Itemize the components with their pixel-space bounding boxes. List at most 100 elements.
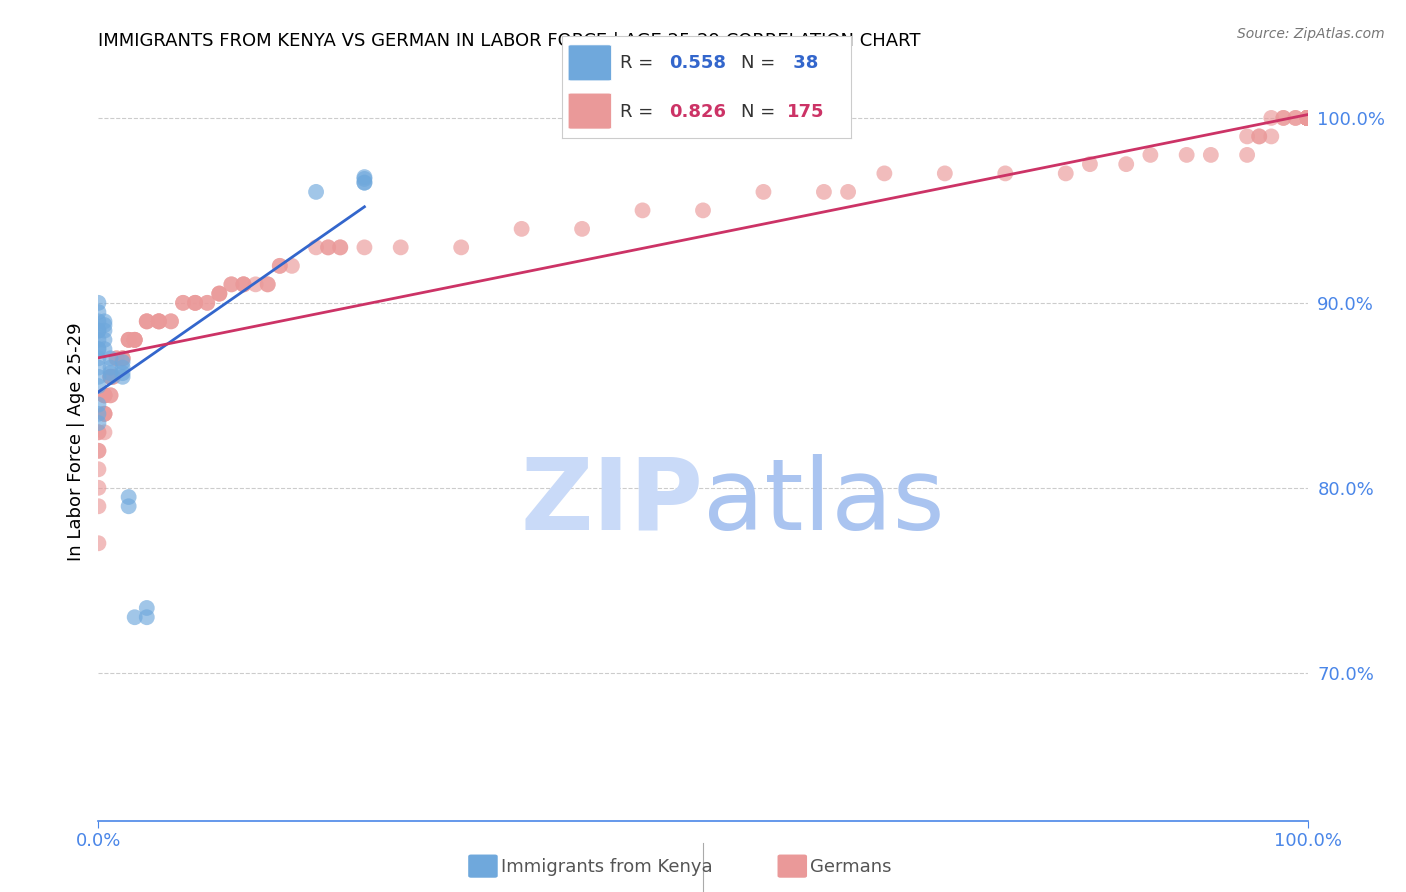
Point xyxy=(1296,111,1319,125)
Point xyxy=(1296,111,1319,125)
Point xyxy=(195,296,218,310)
Point xyxy=(87,443,110,458)
Point xyxy=(100,369,122,384)
Point xyxy=(1296,111,1319,125)
Point xyxy=(111,351,134,366)
Point xyxy=(87,342,110,356)
Text: 0.558: 0.558 xyxy=(669,54,725,72)
Point xyxy=(1054,166,1077,180)
Point xyxy=(135,610,157,624)
Point xyxy=(184,296,207,310)
Point xyxy=(87,305,110,319)
Point xyxy=(1296,111,1319,125)
Point xyxy=(256,277,278,292)
Point xyxy=(1260,111,1282,125)
Point xyxy=(1296,111,1319,125)
Point xyxy=(87,443,110,458)
Point xyxy=(353,170,375,185)
Point xyxy=(1296,111,1319,125)
Point xyxy=(1296,111,1319,125)
Point xyxy=(93,318,115,332)
Point xyxy=(1296,111,1319,125)
Point xyxy=(101,369,124,384)
Point xyxy=(87,500,110,514)
Point xyxy=(100,369,122,384)
Point xyxy=(1139,148,1161,162)
Point xyxy=(1296,111,1319,125)
Point xyxy=(1236,148,1258,162)
Text: Germans: Germans xyxy=(810,858,891,876)
Point xyxy=(1296,111,1319,125)
Point xyxy=(100,369,122,384)
Text: Source: ZipAtlas.com: Source: ZipAtlas.com xyxy=(1237,27,1385,41)
Point xyxy=(232,277,254,292)
Point xyxy=(87,425,110,440)
Point xyxy=(1296,111,1319,125)
Point xyxy=(87,481,110,495)
Point xyxy=(1296,111,1319,125)
Text: 38: 38 xyxy=(787,54,818,72)
Point xyxy=(256,277,278,292)
Text: atlas: atlas xyxy=(703,454,945,550)
Point xyxy=(1296,111,1319,125)
Text: 175: 175 xyxy=(787,103,825,120)
Point xyxy=(1249,129,1271,144)
Point xyxy=(837,185,859,199)
Point xyxy=(232,277,254,292)
Point xyxy=(100,360,122,375)
Point xyxy=(1296,111,1319,125)
Point xyxy=(100,388,122,402)
Point xyxy=(1199,148,1222,162)
Point xyxy=(118,490,141,504)
Point xyxy=(87,314,110,328)
Text: N =: N = xyxy=(741,54,782,72)
Point xyxy=(1296,111,1319,125)
Point xyxy=(305,185,328,199)
Point xyxy=(118,500,141,514)
Point xyxy=(105,351,128,366)
Point xyxy=(93,425,115,440)
Point xyxy=(93,314,115,328)
Point xyxy=(1296,111,1319,125)
Text: N =: N = xyxy=(741,103,782,120)
Point xyxy=(93,388,115,402)
FancyBboxPatch shape xyxy=(568,93,612,129)
Point xyxy=(87,360,110,375)
Point xyxy=(93,407,115,421)
Point xyxy=(1296,111,1319,125)
Point xyxy=(135,314,157,328)
Point xyxy=(1296,111,1319,125)
Point xyxy=(1296,111,1319,125)
Point xyxy=(135,314,157,328)
Point xyxy=(111,366,134,380)
Point xyxy=(148,314,170,328)
Point xyxy=(87,324,110,338)
Point xyxy=(1296,111,1319,125)
Point xyxy=(389,240,412,254)
Point xyxy=(160,314,183,328)
Point xyxy=(1296,111,1319,125)
Point xyxy=(1296,111,1319,125)
Point xyxy=(1296,111,1319,125)
Point xyxy=(1296,111,1319,125)
Point xyxy=(692,203,714,218)
Point xyxy=(316,240,339,254)
Point xyxy=(105,351,128,366)
Text: IMMIGRANTS FROM KENYA VS GERMAN IN LABOR FORCE | AGE 25-29 CORRELATION CHART: IMMIGRANTS FROM KENYA VS GERMAN IN LABOR… xyxy=(98,32,921,50)
Point xyxy=(118,333,141,347)
Point xyxy=(510,222,533,236)
Point xyxy=(232,277,254,292)
Text: R =: R = xyxy=(620,54,659,72)
Point xyxy=(316,240,339,254)
FancyBboxPatch shape xyxy=(568,45,612,81)
Point xyxy=(994,166,1017,180)
Point xyxy=(208,286,231,301)
Point xyxy=(1296,111,1319,125)
Point xyxy=(118,333,141,347)
Point xyxy=(873,166,896,180)
Point xyxy=(1296,111,1319,125)
Point xyxy=(87,351,110,366)
Point xyxy=(1260,129,1282,144)
Point xyxy=(1296,111,1319,125)
Point xyxy=(87,324,110,338)
